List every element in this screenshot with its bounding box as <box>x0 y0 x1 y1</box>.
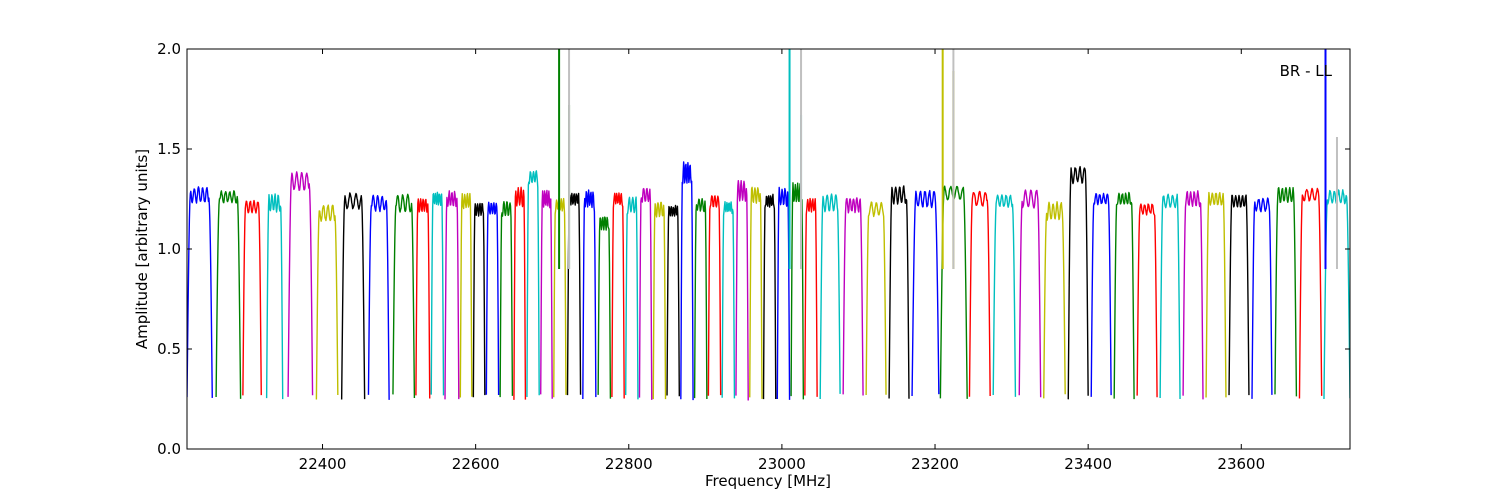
sub-band-curve <box>415 198 431 399</box>
sub-band-curve <box>513 186 527 400</box>
sub-band-curve <box>992 194 1017 397</box>
x-tick-label: 23000 <box>758 455 806 473</box>
y-axis-title: Amplitude [arbitrary units] <box>133 149 151 349</box>
y-tick-label: 0.5 <box>157 340 181 358</box>
y-tick-label: 0.0 <box>157 440 181 458</box>
sub-band-curve <box>499 201 514 398</box>
sub-band-curve <box>1274 186 1298 397</box>
y-tick-label: 2.0 <box>157 40 181 58</box>
sub-band-curve <box>762 193 777 400</box>
sub-band-curve <box>804 197 818 397</box>
x-tick-label: 22800 <box>605 455 653 473</box>
sub-band-curve <box>472 202 486 398</box>
plot-background <box>187 49 1350 449</box>
sub-band-curve <box>540 189 553 399</box>
sub-band-curve <box>625 196 639 400</box>
sub-band-curve <box>1298 187 1323 399</box>
sub-band-curve <box>680 161 694 401</box>
sub-band-curve <box>1228 194 1250 396</box>
sub-band-curve <box>865 201 887 396</box>
sub-band-curve <box>693 197 708 400</box>
sub-band-curve <box>1090 192 1112 397</box>
sub-band-curve <box>526 170 540 397</box>
x-tick-label: 22600 <box>452 455 500 473</box>
sub-band-curve <box>287 171 314 397</box>
sub-band-curve <box>819 193 841 399</box>
sub-band-curve <box>242 199 262 396</box>
sub-band-curve <box>1159 193 1181 400</box>
x-tick-label: 23200 <box>911 455 959 473</box>
sub-band-curve <box>638 187 653 400</box>
sub-band-curve <box>776 186 791 400</box>
y-tick-label: 1.0 <box>157 240 181 258</box>
x-tick-label: 23600 <box>1217 455 1265 473</box>
sub-band-curve <box>721 201 736 399</box>
sub-band-curve <box>911 189 940 397</box>
sub-band-curve <box>1251 197 1273 399</box>
x-tick-label: 23400 <box>1064 455 1112 473</box>
sub-band-curve <box>735 180 749 401</box>
sub-band-curve <box>367 194 390 400</box>
sub-band-curve <box>1018 189 1042 398</box>
sub-band-curve <box>1205 191 1227 398</box>
sub-band-curve <box>749 186 763 399</box>
sub-band-curve <box>1043 201 1066 399</box>
x-axis-ticks: 22400 22600 22800 23000 23200 23400 23600 <box>299 49 1265 473</box>
sub-band-curve <box>707 195 722 396</box>
sub-band-curve <box>597 216 612 399</box>
sub-band-curve <box>652 201 667 400</box>
sub-band-curve <box>888 185 910 399</box>
sub-band-curve <box>666 204 680 397</box>
y-tick-label: 1.5 <box>157 140 181 158</box>
sub-band-curve <box>265 193 284 400</box>
spike-layer <box>558 49 1338 269</box>
sub-band-curve <box>1182 190 1204 400</box>
x-tick-label: 22400 <box>299 455 347 473</box>
sub-band-curve <box>430 191 445 396</box>
y-axis-ticks: 0.0 0.5 1.0 1.5 2.0 <box>157 40 1350 458</box>
sub-band-curve <box>611 192 625 399</box>
sub-band-curve <box>392 193 416 399</box>
x-axis-title: Frequency [MHz] <box>705 472 831 490</box>
sub-band-curve <box>187 186 213 398</box>
sub-band-curve <box>459 192 473 398</box>
sub-band-curve <box>340 192 366 400</box>
sub-band-curve <box>215 190 242 399</box>
sub-band-curve <box>968 190 991 397</box>
sub-band-curve <box>485 201 500 396</box>
sub-band-curve <box>444 190 460 400</box>
sub-band-curve <box>1067 165 1089 400</box>
chart-annotation: BR - LL <box>1280 62 1333 80</box>
sub-band-curve <box>1136 203 1158 398</box>
sub-band-curve <box>1113 191 1135 400</box>
sub-band-curve <box>315 204 339 400</box>
sub-band-curve <box>582 189 597 400</box>
series-layer <box>187 161 1350 401</box>
sub-band-curve <box>842 197 864 396</box>
